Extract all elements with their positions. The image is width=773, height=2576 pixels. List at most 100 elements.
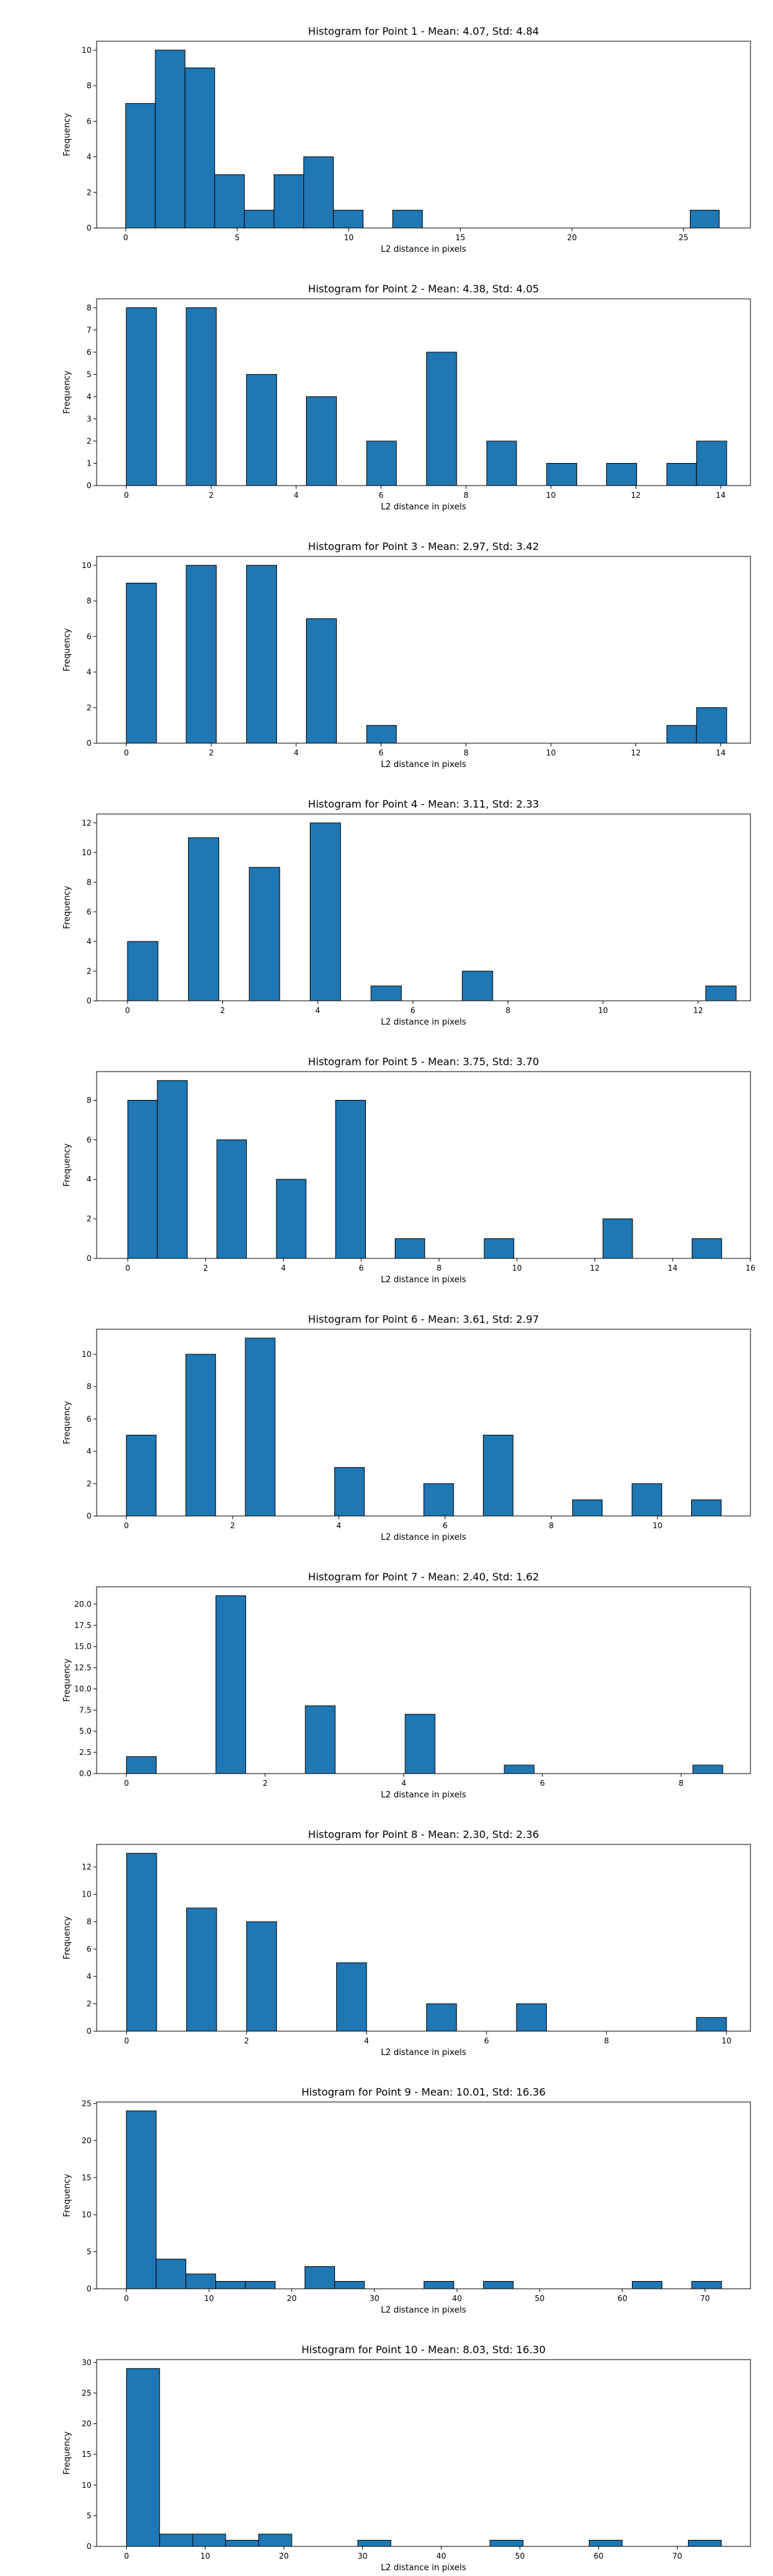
histogram-chart-3: Histogram for Point 3 - Mean: 2.97, Std:…: [0, 515, 773, 773]
x-tick-label: 20: [567, 233, 577, 242]
y-tick-label: 15: [82, 2450, 91, 2459]
y-tick-label: 4: [86, 668, 91, 677]
x-tick-label: 30: [370, 2294, 379, 2303]
y-tick-label: 8: [86, 596, 91, 605]
histogram-bar: [249, 867, 280, 1001]
histogram-bar: [157, 1080, 188, 1259]
y-tick-label: 2.5: [79, 1748, 91, 1757]
y-tick-label: 2: [86, 437, 91, 446]
histogram-bar: [186, 2273, 216, 2289]
chart-title: Histogram for Point 2 - Mean: 4.38, Std:…: [308, 283, 539, 295]
chart-svg: Histogram for Point 8 - Mean: 2.30, Std:…: [62, 1828, 751, 2058]
x-tick-label: 20: [287, 2294, 296, 2303]
y-axis-label: Frequency: [62, 1658, 72, 1701]
histogram-chart-1: Histogram for Point 1 - Mean: 4.07, Std:…: [0, 0, 773, 258]
x-axis-label: L2 distance in pixels: [381, 245, 466, 254]
x-axis-label: L2 distance in pixels: [381, 2306, 466, 2315]
x-tick-label: 10: [598, 1006, 608, 1015]
y-axis-label: Frequency: [62, 2174, 72, 2217]
histogram-bar: [484, 1238, 515, 1259]
x-axis-label: L2 distance in pixels: [381, 1790, 466, 1800]
histogram-bar: [392, 209, 423, 229]
x-tick-label: 0: [126, 1264, 131, 1273]
plot-frame: [96, 2101, 751, 2289]
histogram-chart-5: Histogram for Point 5 - Mean: 3.75, Std:…: [0, 1030, 773, 1288]
y-tick-label: 30: [82, 2358, 91, 2367]
histogram-bar: [602, 1218, 633, 1259]
histogram-bar: [483, 2280, 514, 2289]
histogram-bar: [689, 209, 720, 229]
y-tick-label: 1: [86, 459, 91, 468]
histogram-bar: [186, 307, 217, 486]
histogram-bar: [370, 985, 402, 1001]
histogram-bar: [334, 2280, 365, 2289]
x-tick-label: 4: [336, 1521, 341, 1530]
y-axis-label: Frequency: [62, 1916, 72, 1959]
y-tick-label: 0: [86, 223, 91, 232]
x-tick-label: 14: [716, 491, 725, 500]
y-tick-label: 6: [86, 348, 91, 357]
x-tick-label: 4: [281, 1264, 286, 1273]
y-tick-label: 7.5: [79, 1705, 91, 1714]
chart-svg: Histogram for Point 1 - Mean: 4.07, Std:…: [62, 25, 751, 254]
y-tick-label: 15: [82, 2173, 91, 2182]
histogram-bar: [336, 1962, 367, 2032]
y-tick-label: 5: [86, 2247, 91, 2256]
y-tick-label: 0: [86, 1511, 91, 1520]
y-tick-label: 12.5: [74, 1663, 91, 1672]
histogram-bar: [334, 1467, 365, 1517]
histogram-bar: [306, 618, 337, 744]
histogram-bar: [184, 67, 215, 229]
histogram-bar: [309, 822, 341, 1001]
histogram-bar: [423, 2280, 454, 2289]
y-tick-label: 4: [86, 392, 91, 401]
histogram-bar: [366, 724, 397, 744]
x-tick-label: 40: [436, 2552, 446, 2561]
x-tick-label: 12: [693, 1006, 703, 1015]
x-tick-label: 2: [230, 1521, 235, 1530]
y-tick-label: 12: [82, 1862, 91, 1871]
histogram-bar: [273, 174, 304, 229]
y-tick-label: 2: [86, 188, 91, 197]
histogram-bar: [482, 1434, 513, 1517]
chart-svg: Histogram for Point 2 - Mean: 4.38, Std:…: [62, 283, 751, 512]
chart-title: Histogram for Point 8 - Mean: 2.30, Std:…: [308, 1828, 539, 1841]
y-axis-label: Frequency: [62, 113, 72, 156]
x-tick-label: 4: [294, 748, 299, 757]
histogram-bar: [304, 2266, 336, 2289]
x-tick-label: 25: [678, 233, 688, 242]
y-axis-label: Frequency: [62, 370, 72, 413]
y-tick-label: 4: [86, 1972, 91, 1981]
chart-svg: Histogram for Point 3 - Mean: 2.97, Std:…: [62, 540, 751, 770]
y-tick-label: 7: [86, 325, 91, 334]
plot-frame: [96, 2359, 751, 2547]
histogram-bar: [504, 1765, 535, 1774]
histogram-bar: [126, 2110, 157, 2289]
histogram-bar: [692, 1765, 723, 1774]
histogram-bar: [126, 2368, 160, 2547]
x-tick-label: 6: [359, 1264, 364, 1273]
chart-svg: Histogram for Point 5 - Mean: 3.75, Std:…: [62, 1056, 756, 1285]
histogram-bar: [125, 103, 156, 229]
y-tick-label: 15.0: [74, 1642, 91, 1651]
histogram-chart-7: Histogram for Point 7 - Mean: 2.40, Std:…: [0, 1546, 773, 1803]
histogram-bar: [426, 2003, 457, 2032]
y-tick-label: 4: [86, 937, 91, 946]
y-tick-label: 4: [86, 1175, 91, 1184]
histogram-bar: [246, 1921, 277, 2032]
y-tick-label: 17.5: [74, 1621, 91, 1630]
histogram-bar: [155, 50, 186, 229]
histogram-bar: [186, 1908, 217, 2032]
histogram-bar: [186, 1354, 216, 1517]
x-axis-label: L2 distance in pixels: [381, 760, 466, 770]
x-tick-label: 4: [401, 1779, 406, 1788]
x-tick-label: 2: [244, 2036, 249, 2045]
plot-frame: [96, 298, 751, 486]
x-tick-label: 8: [549, 1521, 554, 1530]
x-tick-label: 4: [294, 491, 299, 500]
y-tick-label: 6: [86, 1135, 91, 1144]
y-tick-label: 0: [86, 996, 91, 1005]
x-tick-label: 30: [358, 2552, 367, 2561]
histogram-bar: [127, 1099, 158, 1259]
x-tick-label: 50: [535, 2294, 544, 2303]
